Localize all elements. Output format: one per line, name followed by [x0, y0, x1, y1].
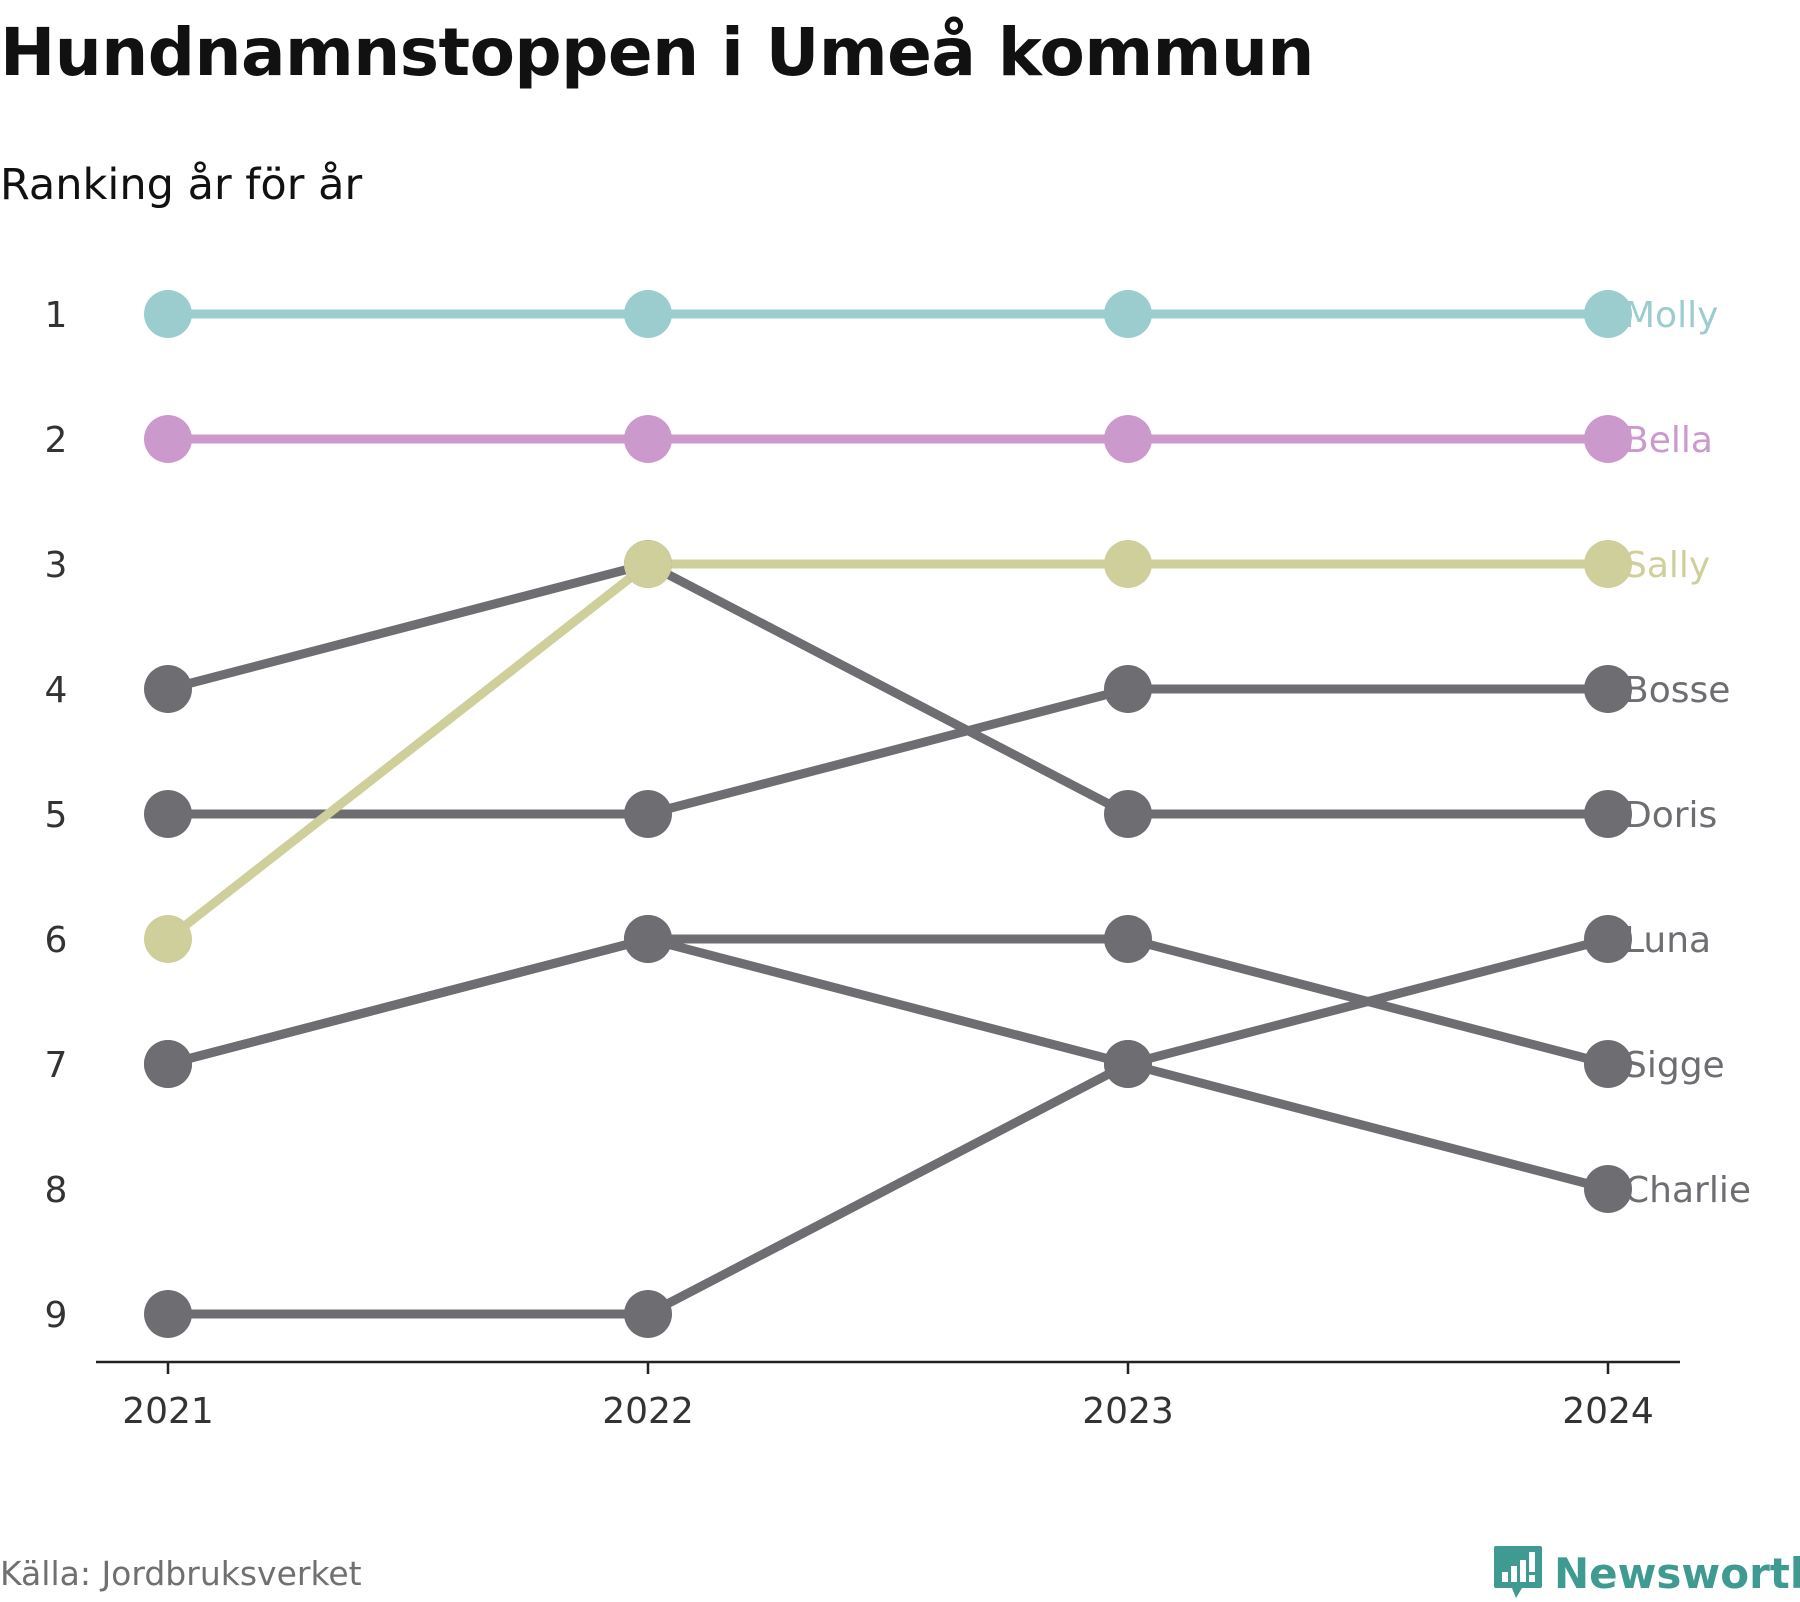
data-point-sally [1104, 540, 1152, 588]
data-point-bella [1584, 415, 1632, 463]
y-tick-label: 9 [45, 1295, 68, 1336]
data-point-bella [1104, 415, 1152, 463]
y-tick-label: 2 [45, 420, 68, 461]
data-point-luna [1584, 915, 1632, 963]
data-point-doris [1104, 790, 1152, 838]
data-point-charlie [144, 1040, 192, 1088]
y-tick-label: 4 [45, 670, 68, 711]
source-note: Källa: Jordbruksverket [0, 1554, 362, 1593]
x-tick-label: 2024 [1562, 1391, 1654, 1432]
series-line-luna [163, 934, 1613, 1319]
data-point-bella [624, 415, 672, 463]
series-label-molly: Molly [1624, 295, 1718, 336]
series-line-charlie [163, 934, 1613, 1194]
series-line-sally [163, 559, 1613, 944]
data-point-sally [144, 915, 192, 963]
chart-subtitle: Ranking år för år [0, 160, 363, 210]
data-point-charlie [624, 915, 672, 963]
newsworthy-logo-icon [1494, 1546, 1542, 1598]
data-point-sigge [1104, 915, 1152, 963]
series-line-bosse [163, 684, 1613, 819]
bump-chart: 1 2 3 4 5 6 7 8 9 Bosse Doris Luna Sigge Charlie Moll… [45, 290, 1751, 1432]
series-label-sigge: Sigge [1624, 1045, 1725, 1086]
y-tick-label: 7 [45, 1045, 68, 1086]
series-line-doris [163, 559, 1613, 819]
data-point-bella [144, 415, 192, 463]
series-end-labels: Bosse Doris Luna Sigge Charlie Molly Bella Sall… [1624, 295, 1751, 1211]
y-tick-label: 1 [45, 295, 68, 336]
data-point-sigge [1584, 1040, 1632, 1088]
data-point-doris [144, 665, 192, 713]
y-tick-label: 3 [45, 545, 68, 586]
x-tick-label: 2022 [602, 1391, 694, 1432]
y-tick-label: 6 [45, 920, 68, 961]
data-point-bosse [1104, 665, 1152, 713]
data-point-luna [624, 1290, 672, 1338]
y-tick-label: 5 [45, 795, 68, 836]
series-label-bella: Bella [1624, 420, 1713, 461]
brand-logo: Newsworthy [1492, 1544, 1800, 1602]
data-point-charlie [1104, 1040, 1152, 1088]
data-point-molly [144, 290, 192, 338]
data-point-sally [624, 540, 672, 588]
x-tick-label: 2021 [122, 1391, 214, 1432]
chart-title: Hundnamnstoppen i Umeå kommun [0, 14, 1314, 91]
series-label-doris: Doris [1624, 795, 1717, 836]
series-label-bosse: Bosse [1624, 670, 1730, 711]
data-point-luna [144, 1290, 192, 1338]
series-label-charlie: Charlie [1624, 1170, 1751, 1211]
data-point-charlie [1584, 1165, 1632, 1213]
series-points [144, 290, 1632, 1338]
brand-name: Newsworthy [1554, 1548, 1800, 1598]
data-point-bosse [1584, 665, 1632, 713]
y-axis-ticks: 1 2 3 4 5 6 7 8 9 [45, 295, 68, 1336]
data-point-doris [1584, 790, 1632, 838]
x-tick-label: 2023 [1082, 1391, 1174, 1432]
data-point-molly [1104, 290, 1152, 338]
data-point-molly [1584, 290, 1632, 338]
y-tick-label: 8 [45, 1170, 68, 1211]
data-point-sally [1584, 540, 1632, 588]
series-lines [163, 309, 1613, 1319]
series-label-sally: Sally [1624, 545, 1710, 586]
data-point-bosse [624, 790, 672, 838]
data-point-bosse [144, 790, 192, 838]
series-label-luna: Luna [1624, 920, 1711, 961]
x-axis-ticks: 2021 2022 2023 2024 [122, 1362, 1654, 1432]
data-point-molly [624, 290, 672, 338]
